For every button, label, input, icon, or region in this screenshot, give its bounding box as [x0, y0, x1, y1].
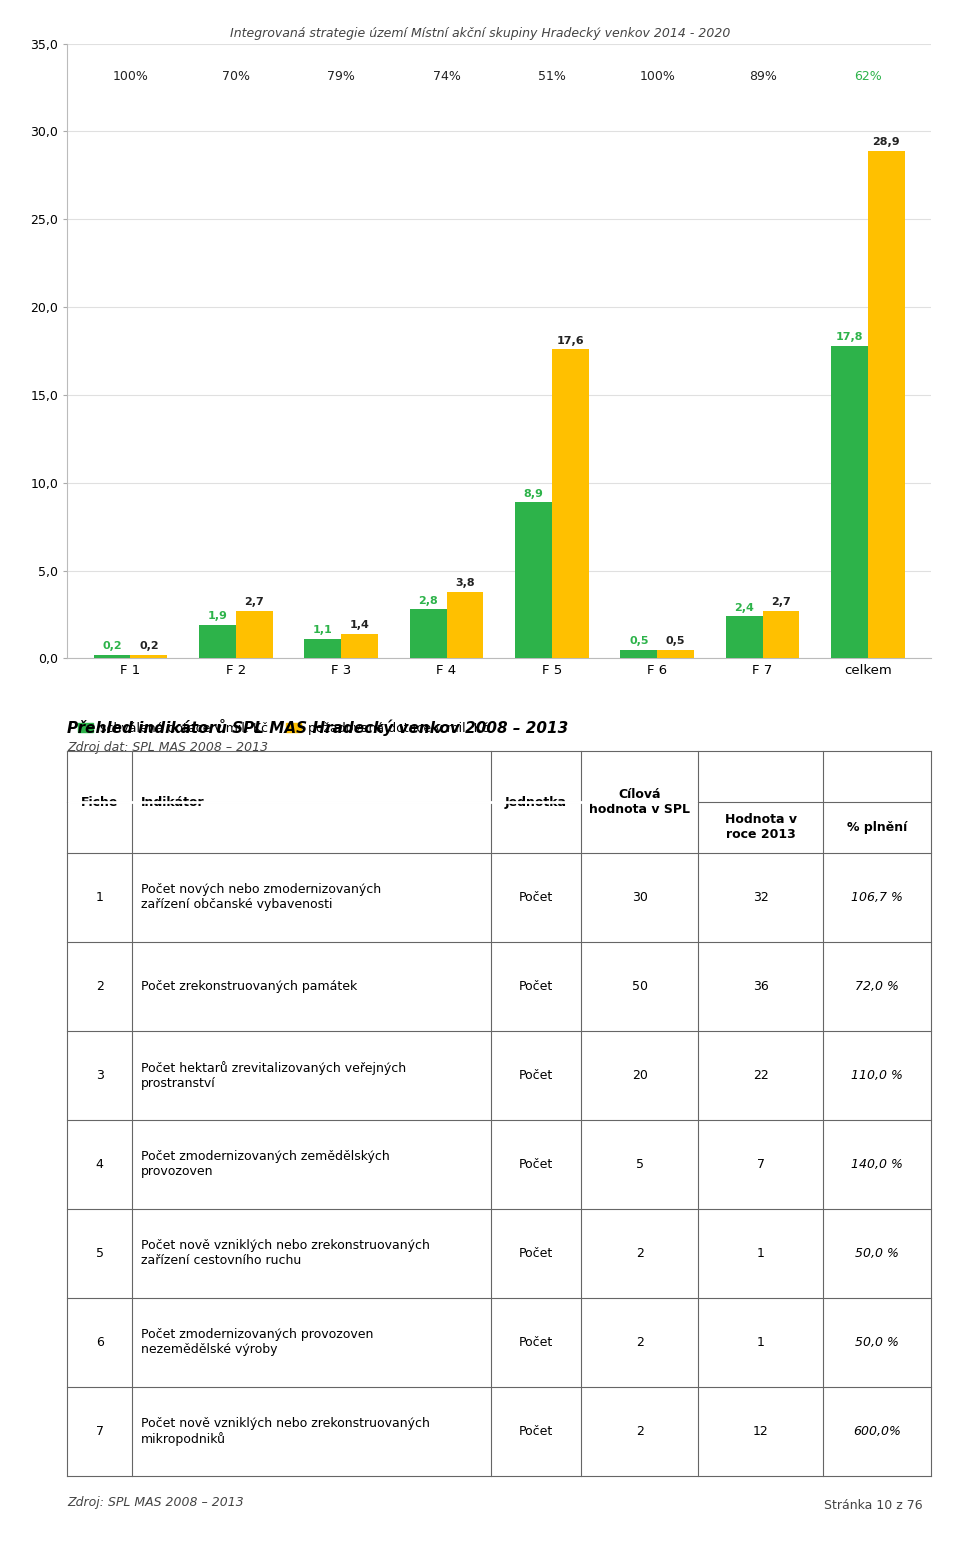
- Bar: [552, 349, 588, 658]
- Text: 17,6: 17,6: [557, 335, 584, 346]
- Text: 0,5: 0,5: [666, 636, 685, 645]
- Text: 3,8: 3,8: [455, 578, 475, 588]
- Text: 2: 2: [636, 1425, 643, 1437]
- Text: 0,2: 0,2: [139, 641, 158, 652]
- Bar: [93, 655, 131, 658]
- Bar: [131, 655, 167, 658]
- Text: 2,4: 2,4: [734, 603, 755, 613]
- Text: Počet zrekonstruovaných památek: Počet zrekonstruovaných památek: [140, 979, 357, 993]
- Text: 72,0 %: 72,0 %: [855, 979, 900, 993]
- Text: Indikátor: Indikátor: [140, 795, 204, 809]
- Text: Hodnota v
roce 2013: Hodnota v roce 2013: [725, 814, 797, 842]
- Text: Jednotka: Jednotka: [505, 795, 567, 809]
- Bar: [304, 639, 341, 658]
- Text: 0,2: 0,2: [102, 641, 122, 652]
- Text: Počet nově vzniklých nebo zrekonstruovaných
mikropodniků: Počet nově vzniklých nebo zrekonstruovan…: [140, 1417, 429, 1445]
- Text: Cílová
hodnota v SPL: Cílová hodnota v SPL: [589, 787, 690, 815]
- Text: Zdroj: SPL MAS 2008 – 2013: Zdroj: SPL MAS 2008 – 2013: [67, 1497, 244, 1509]
- Text: Počet nově vzniklých nebo zrekonstruovaných
zařízení cestovního ruchu: Počet nově vzniklých nebo zrekonstruovan…: [140, 1239, 429, 1267]
- Text: 1: 1: [756, 1336, 764, 1349]
- Text: 3: 3: [96, 1069, 104, 1082]
- Text: 36: 36: [753, 979, 768, 993]
- Text: 74%: 74%: [433, 70, 461, 83]
- Text: 100%: 100%: [112, 70, 149, 83]
- Text: Počet: Počet: [518, 1069, 553, 1082]
- Text: 20: 20: [632, 1069, 648, 1082]
- Text: 62%: 62%: [854, 70, 882, 83]
- Text: 4: 4: [96, 1158, 104, 1171]
- Text: Fiche: Fiche: [81, 795, 118, 809]
- Text: 1: 1: [756, 1247, 764, 1260]
- Text: 1: 1: [96, 890, 104, 904]
- Text: 89%: 89%: [749, 70, 777, 83]
- Text: Počet zmodernizovaných zemědělských
provozoven: Počet zmodernizovaných zemědělských prov…: [140, 1151, 390, 1179]
- Text: 100%: 100%: [639, 70, 675, 83]
- Text: 70%: 70%: [222, 70, 250, 83]
- Text: Počet: Počet: [518, 1336, 553, 1349]
- Text: 17,8: 17,8: [836, 332, 863, 343]
- Bar: [620, 650, 658, 658]
- Text: Počet: Počet: [518, 979, 553, 993]
- Text: 5: 5: [96, 1247, 104, 1260]
- Text: Počet: Počet: [518, 890, 553, 904]
- Text: 50,0 %: 50,0 %: [855, 1336, 900, 1349]
- Text: Počet: Počet: [518, 1247, 553, 1260]
- Text: 30: 30: [632, 890, 648, 904]
- Text: 2: 2: [96, 979, 104, 993]
- Bar: [341, 633, 378, 658]
- Text: 79%: 79%: [327, 70, 355, 83]
- Bar: [762, 611, 800, 658]
- Text: 600,0%: 600,0%: [853, 1425, 901, 1437]
- Legend: schválená dotace v mil. Kč, požadovaná dotace v mil. Kč: schválená dotace v mil. Kč, požadovaná d…: [74, 717, 493, 741]
- Text: % plnění: % plnění: [847, 822, 907, 834]
- Text: 1,4: 1,4: [349, 620, 370, 630]
- Text: 1,1: 1,1: [313, 625, 332, 636]
- Text: 7: 7: [756, 1158, 764, 1171]
- Text: 50: 50: [632, 979, 648, 993]
- Text: 50,0 %: 50,0 %: [855, 1247, 900, 1260]
- Bar: [446, 591, 484, 658]
- Text: 2,7: 2,7: [771, 597, 791, 608]
- Text: Počet nových nebo zmodernizovaných
zařízení občanské vybavenosti: Počet nových nebo zmodernizovaných zaříz…: [140, 884, 381, 912]
- Text: Počet zmodernizovaných provozoven
nezemědělské výroby: Počet zmodernizovaných provozoven nezemě…: [140, 1328, 373, 1356]
- Text: 6: 6: [96, 1336, 104, 1349]
- Text: 5: 5: [636, 1158, 643, 1171]
- Bar: [726, 616, 762, 658]
- Text: 7: 7: [96, 1425, 104, 1437]
- Text: Stránka 10 z 76: Stránka 10 z 76: [824, 1498, 923, 1512]
- Text: 1,9: 1,9: [207, 611, 228, 622]
- Text: 28,9: 28,9: [873, 137, 900, 147]
- Text: 2: 2: [636, 1336, 643, 1349]
- Text: Přehled indikátorů SPL MAS Hradecký venkov 2008 – 2013: Přehled indikátorů SPL MAS Hradecký venk…: [67, 719, 568, 736]
- Bar: [831, 346, 868, 658]
- Text: 8,9: 8,9: [523, 488, 543, 499]
- Text: Integrovaná strategie území Místní akční skupiny Hradecký venkov 2014 - 2020: Integrovaná strategie území Místní akční…: [229, 27, 731, 39]
- Text: 22: 22: [753, 1069, 768, 1082]
- Text: 2,7: 2,7: [245, 597, 264, 608]
- Text: 51%: 51%: [538, 70, 565, 83]
- Text: 106,7 %: 106,7 %: [852, 890, 903, 904]
- Text: Zdroj dat: SPL MAS 2008 – 2013: Zdroj dat: SPL MAS 2008 – 2013: [67, 741, 269, 755]
- Bar: [199, 625, 236, 658]
- Text: 32: 32: [753, 890, 768, 904]
- Bar: [410, 610, 446, 658]
- Text: 12: 12: [753, 1425, 768, 1437]
- Text: 110,0 %: 110,0 %: [852, 1069, 903, 1082]
- Text: Počet: Počet: [518, 1158, 553, 1171]
- Bar: [658, 650, 694, 658]
- Text: 0,5: 0,5: [629, 636, 649, 645]
- Text: Počet hektarů zrevitalizovaných veřejných
prostranství: Počet hektarů zrevitalizovaných veřejnýc…: [140, 1060, 406, 1090]
- Text: 2,8: 2,8: [419, 596, 438, 605]
- Bar: [236, 611, 273, 658]
- Text: Počet: Počet: [518, 1425, 553, 1437]
- Text: 2: 2: [636, 1247, 643, 1260]
- Bar: [868, 151, 905, 658]
- Bar: [515, 502, 552, 658]
- Text: 140,0 %: 140,0 %: [852, 1158, 903, 1171]
